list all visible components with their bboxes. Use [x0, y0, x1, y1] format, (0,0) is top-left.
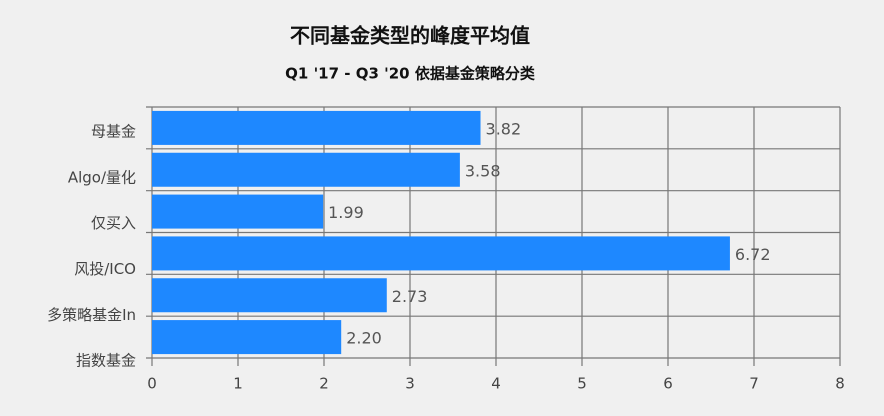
y-tick-label: 多策略基金In	[47, 306, 136, 324]
bar	[152, 236, 730, 271]
chart-subtitle: Q1 '17 - Q3 '20 依据基金策略分类	[285, 65, 536, 83]
bar	[152, 110, 481, 145]
value-label: 3.58	[465, 161, 501, 180]
x-tick-label: 2	[319, 375, 329, 393]
x-tick-label: 4	[491, 375, 501, 393]
bar	[152, 278, 387, 313]
y-tick-label: 指数基金	[76, 352, 136, 370]
x-tick-label: 7	[749, 375, 759, 393]
x-tick-label: 5	[577, 375, 587, 393]
y-tick-label: Algo/量化	[68, 168, 136, 186]
bar	[152, 320, 342, 355]
y-tick-label: 仅买入	[91, 214, 136, 232]
x-tick-label: 1	[233, 375, 243, 393]
x-tick-label: 8	[835, 375, 845, 393]
value-label: 2.73	[392, 287, 428, 306]
bar	[152, 194, 324, 229]
x-tick-label: 6	[663, 375, 673, 393]
value-label: 2.20	[346, 329, 382, 348]
chart-title: 不同基金类型的峰度平均值	[290, 24, 530, 48]
bar	[152, 152, 460, 187]
value-label: 3.82	[486, 119, 522, 138]
x-tick-label: 0	[147, 375, 157, 393]
x-tick-label: 3	[405, 375, 415, 393]
value-label: 1.99	[328, 203, 364, 222]
value-label: 6.72	[735, 245, 771, 264]
y-tick-label: 风投/ICO	[74, 260, 136, 278]
y-tick-label: 母基金	[91, 122, 136, 140]
